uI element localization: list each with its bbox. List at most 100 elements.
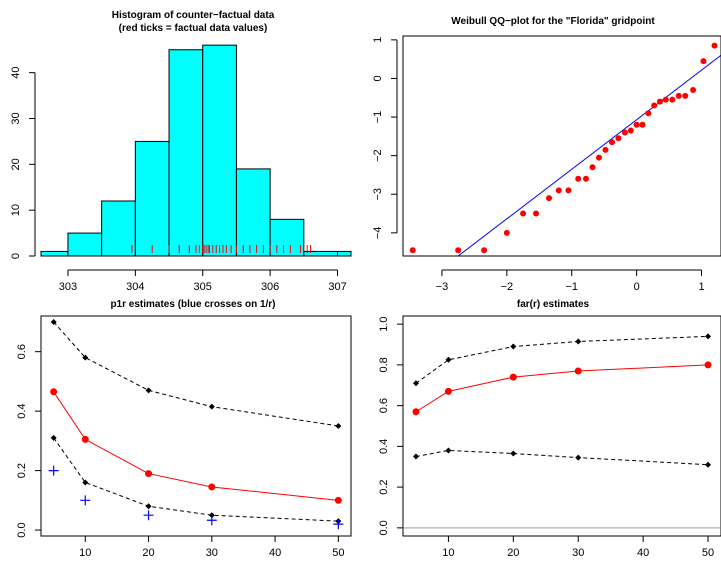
far-x-tick-label: 20 xyxy=(507,547,519,559)
qq-point xyxy=(546,195,553,202)
p1r-x-tick-label: 30 xyxy=(206,547,218,559)
qq-point xyxy=(633,121,640,128)
qq-x-tick-label: 0 xyxy=(634,281,640,293)
far-series-1 xyxy=(412,361,712,416)
far-plot-frame xyxy=(402,315,721,537)
far-y-tick-label: 0.0 xyxy=(378,520,390,535)
qq-point xyxy=(682,92,689,99)
histogram-rug xyxy=(131,245,312,253)
far-x-tick-label: 10 xyxy=(442,547,454,559)
far-y-tick-label: 1.0 xyxy=(378,316,390,331)
p1r-bound-point xyxy=(50,318,57,325)
qq-y-tick-label: −4 xyxy=(372,227,384,240)
p1r-bound-point xyxy=(82,354,89,361)
qq-point xyxy=(455,247,462,254)
p1r-plot-frame xyxy=(40,315,352,537)
qq-point xyxy=(555,187,562,194)
p1r-bound-point xyxy=(50,434,57,441)
histogram-subtitle: (red ticks = factual data values) xyxy=(119,23,268,34)
qq-y-tick-label: −3 xyxy=(372,188,384,201)
far-bound-point xyxy=(575,454,582,461)
far-bound-point xyxy=(445,356,452,363)
far-x-tick-label: 30 xyxy=(572,547,584,559)
far-bound-point xyxy=(510,450,517,457)
p1r-bound-line xyxy=(53,321,339,427)
p1r-bound-line xyxy=(53,437,339,522)
qq-point xyxy=(627,127,634,134)
far-title: far(r) estimates xyxy=(517,299,590,310)
p1r-bound-point xyxy=(82,479,89,486)
qq-plot-frame xyxy=(402,35,721,257)
qq-point xyxy=(409,247,416,254)
qq-y-tick-label: −2 xyxy=(372,149,384,162)
qq-y-tick-label: 0 xyxy=(372,75,384,81)
qq-y-tick-label: 1 xyxy=(372,37,384,43)
histogram-x-tick-label: 305 xyxy=(194,281,212,293)
qq-point xyxy=(651,102,658,109)
p1r-x-tick-label: 40 xyxy=(269,547,281,559)
histogram-axes: 303 304 305 306 307 0 10 20 30 40 xyxy=(10,67,347,293)
histogram-bar xyxy=(235,168,271,257)
p1r-series-0 xyxy=(50,318,342,429)
histogram-x-tick-label: 307 xyxy=(328,281,346,293)
qq-point xyxy=(602,146,609,153)
qq-x-tick-label: −3 xyxy=(436,281,449,293)
far-series-2 xyxy=(412,447,712,468)
qq-point xyxy=(565,187,572,194)
far-y-tick-label: 0.2 xyxy=(378,479,390,494)
p1r-y-tick-label: 0.4 xyxy=(16,403,28,418)
histogram-y-tick-label: 20 xyxy=(10,158,22,170)
histogram-y-tick-label: 30 xyxy=(10,112,22,124)
p1r-estimate-line xyxy=(53,391,339,501)
histogram-bar xyxy=(168,49,204,257)
qq-point xyxy=(669,96,676,103)
far-axes: 10 20 30 40 50 0.0 0.2 0.4 0.6 0.8 1.0 xyxy=(378,315,721,559)
qq-x-tick-label: −1 xyxy=(565,281,578,293)
inverse-r-cross xyxy=(80,495,91,506)
histogram-bar xyxy=(269,218,305,257)
p1r-estimate-point xyxy=(334,496,342,504)
histogram-y-tick-label: 0 xyxy=(10,253,22,259)
far-bound-line xyxy=(415,335,709,384)
p1r-y-tick-label: 0.2 xyxy=(16,463,28,478)
p1r-estimate-point xyxy=(208,483,216,491)
qq-title: Weibull QQ−plot for the "Florida" gridpo… xyxy=(451,16,655,27)
qq-point xyxy=(645,110,652,117)
far-bound-point xyxy=(445,447,452,454)
p1r-bound-point xyxy=(145,503,152,510)
histogram-x-tick-label: 306 xyxy=(261,281,279,293)
qq-point xyxy=(481,247,488,254)
p1r-bound-point xyxy=(208,512,215,519)
far-bound-point xyxy=(412,453,419,460)
far-bound-point xyxy=(705,461,712,468)
inverse-r-cross xyxy=(333,519,344,530)
qq-point xyxy=(690,87,697,94)
qq-point xyxy=(503,229,510,236)
far-estimate-point xyxy=(574,367,582,375)
histogram-x-tick-label: 304 xyxy=(126,281,144,293)
qq-fit-line xyxy=(457,54,721,256)
far-bound-point xyxy=(510,343,517,350)
qq-y-tick-label: −1 xyxy=(372,111,384,124)
far-series-0 xyxy=(412,333,712,387)
far-y-tick-label: 0.6 xyxy=(378,398,390,413)
far-bound-line xyxy=(415,449,709,466)
far-bound-point xyxy=(705,333,712,340)
qq-point xyxy=(711,42,718,49)
qq-axes: −3 −2 −1 0 1 −4 −3 −2 −1 0 1 xyxy=(372,35,721,293)
far-y-tick-label: 0.4 xyxy=(378,439,390,454)
histogram-bar xyxy=(337,250,352,257)
histogram-x-tick-label: 303 xyxy=(59,281,77,293)
p1r-title: p1r estimates (blue crosses on 1/r) xyxy=(110,299,275,310)
p1r-bound-point xyxy=(335,423,342,429)
qq-x-tick-label: −2 xyxy=(501,281,514,293)
p1r-series-1 xyxy=(50,388,342,504)
far-estimate-point xyxy=(704,361,712,369)
histogram-bar xyxy=(303,250,339,257)
p1r-crosses xyxy=(48,465,344,530)
p1r-estimate-point xyxy=(50,388,58,396)
p1r-y-tick-label: 0.0 xyxy=(16,522,28,537)
p1r-bound-point xyxy=(145,387,152,394)
far-bound-point xyxy=(412,380,419,387)
